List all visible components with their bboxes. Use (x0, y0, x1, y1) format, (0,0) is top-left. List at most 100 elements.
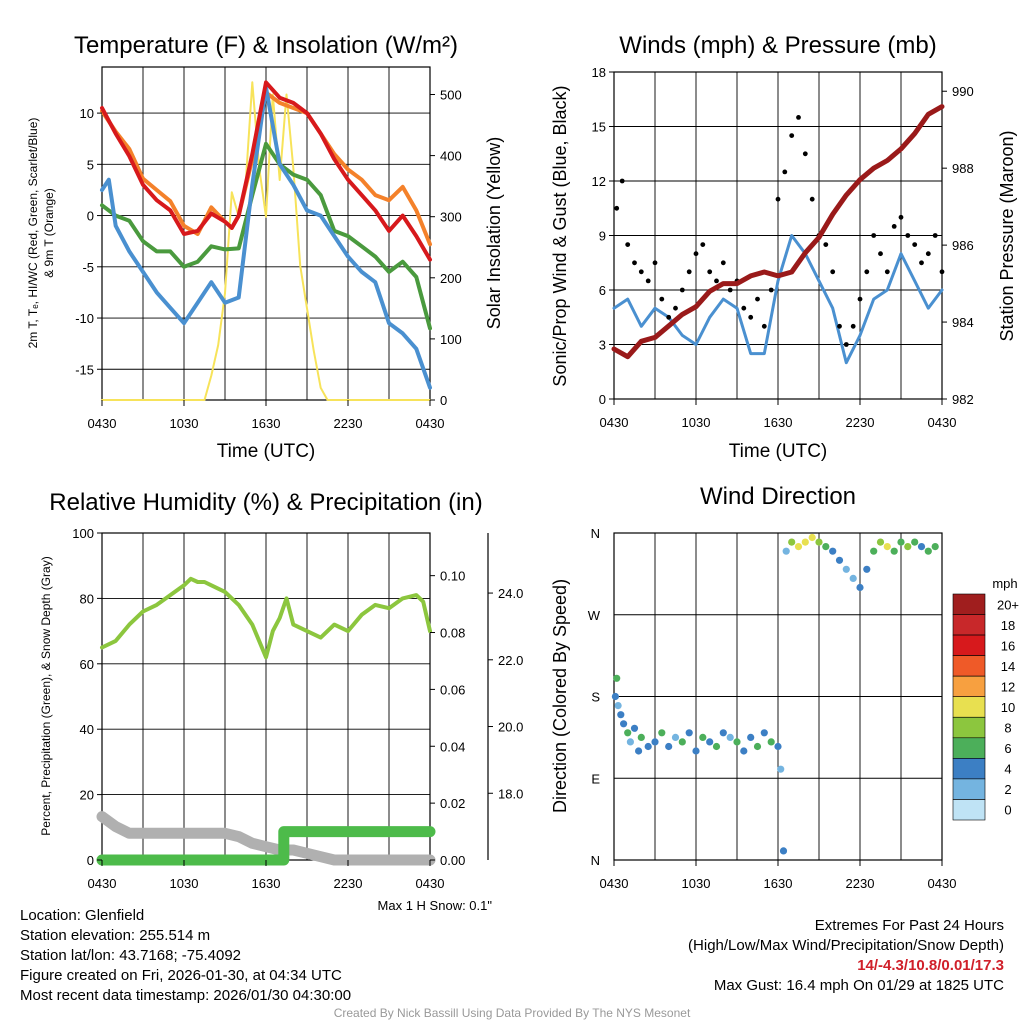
gust-point (891, 224, 897, 229)
temperature-xlabel: Time (UTC) (217, 441, 316, 462)
direction-point (630, 724, 639, 732)
direction-point (624, 729, 632, 737)
colorbar-label: 10 (1001, 700, 1015, 715)
humidity-left-ytick-label: 60 (80, 657, 94, 672)
direction-ytick-label: N (591, 853, 600, 868)
humidity-precip-ytick-label: 0.06 (440, 682, 465, 697)
direction-point (924, 547, 932, 555)
humidity-precip-ytick-label: 0.08 (440, 626, 465, 641)
direction-xtick-label: 1630 (764, 876, 793, 891)
winds-right-ytick-label: 986 (952, 238, 974, 253)
gust-point (768, 287, 774, 293)
winds-panel: Winds (mph) & Pressure (mb) 0430 1030 1630… (550, 32, 1017, 462)
gust-point (932, 233, 938, 238)
humidity-snow-ytick-label: 22.0 (498, 653, 523, 668)
winds-right-ytick-label: 984 (952, 315, 974, 330)
direction-point (699, 733, 707, 742)
max-snow-note: Max 1 H Snow: 0.1" (378, 898, 493, 913)
gust-point (761, 323, 767, 329)
direction-point (626, 738, 635, 746)
winds-left-ytick-label: 9 (599, 229, 606, 244)
direction-ylabel-left: Direction (Colored By Speed) (550, 579, 570, 813)
winds-left-ytick-label: 0 (599, 392, 606, 407)
gust-point (659, 296, 665, 302)
direction-point (685, 729, 693, 737)
humidity-title: Relative Humidity (%) & Precipitation (i… (49, 489, 482, 516)
station-info: Location: Glenfield Station elevation: 2… (20, 906, 351, 1006)
temperature-series (100, 80, 432, 401)
winds-right-ytick-label: 988 (952, 161, 974, 176)
temperature-right-ytick-label: 100 (440, 332, 462, 347)
temperature-left-ytick-label: 0 (87, 209, 94, 224)
humidity-precip-ytick-label: 0.04 (440, 739, 465, 754)
gust-point (625, 242, 631, 248)
direction-point (614, 702, 622, 710)
direction-point (613, 674, 621, 682)
station-elevation: Station elevation: 255.514 m (20, 927, 211, 944)
colorbar-label: 8 (1004, 721, 1011, 736)
humidity-series-snow-depth (96, 811, 436, 866)
extremes-values: 14/-4.3/10.8/0.01/17.3 (857, 957, 1004, 974)
gust-point (652, 260, 658, 266)
gust-point (619, 178, 625, 184)
winds-xtick-label: 0430 (600, 415, 629, 430)
gust-point (693, 251, 699, 257)
direction-point (842, 565, 850, 573)
gust-point (720, 260, 726, 266)
winds-xlabel: Time (UTC) (729, 441, 828, 462)
colorbar-label: 18 (1001, 618, 1015, 633)
colorbar-label: 14 (1001, 659, 1015, 674)
winds-xtick-label: 1630 (764, 415, 793, 430)
humidity-snow-ytick-label: 24.0 (498, 586, 523, 601)
gust-point (802, 151, 808, 157)
humidity-xtick-label: 2230 (334, 876, 363, 891)
humidity-left-ytick-label: 0 (87, 853, 94, 868)
colorbar-label: 12 (1001, 680, 1015, 695)
humidity-precip-ytick-label: 0.10 (440, 569, 465, 584)
temperature-right-ytick-label: 400 (440, 149, 462, 164)
gust-point (673, 305, 678, 311)
station-latlon: Station lat/lon: 43.7168; -75.4092 (20, 947, 242, 964)
direction-point (767, 738, 775, 746)
winds-series-station-pressure (611, 104, 945, 360)
colorbar-swatch (952, 593, 986, 615)
extremes-title: Extremes For Past 24 Hours (814, 917, 1004, 934)
winds-series (611, 104, 945, 365)
direction-ytick-label: S (591, 690, 600, 705)
gust-point (714, 278, 719, 284)
direction-xtick-label: 2230 (846, 876, 875, 891)
temperature-right-ytick-label: 500 (440, 87, 462, 102)
temperature-left-ytick-label: -15 (75, 362, 94, 377)
direction-point (815, 538, 823, 546)
direction-point (897, 538, 905, 546)
gust-point (837, 323, 842, 329)
gust-point (789, 133, 795, 139)
temperature-xtick-label: 0430 (416, 416, 445, 431)
direction-point (788, 538, 796, 546)
gust-point (919, 260, 924, 266)
direction-point (835, 556, 844, 564)
direction-xtick-label: 0430 (928, 876, 957, 891)
temperature-left-ytick-label: -5 (82, 260, 94, 275)
humidity-ylabel-left: Percent, Precipitation (Green), & Snow D… (39, 556, 53, 835)
humidity-series (96, 576, 436, 866)
gust-point (638, 269, 644, 275)
gust-point (707, 269, 713, 275)
gust-point (898, 214, 904, 220)
direction-ytick-label: E (591, 771, 600, 786)
direction-point (712, 742, 721, 751)
direction-point (726, 733, 734, 742)
gust-point (679, 287, 685, 293)
gust-point (823, 242, 829, 248)
max-gust: Max Gust: 16.4 mph On 01/29 at 1825 UTC (713, 977, 1004, 994)
humidity-grid (101, 532, 431, 861)
direction-point (635, 747, 643, 755)
humidity-left-ytick-label: 80 (80, 591, 94, 606)
temperature-right-ytick-label: 300 (440, 210, 462, 225)
credit-line: Created By Nick Bassill Using Data Provi… (333, 1006, 691, 1020)
direction-title: Wind Direction (700, 483, 856, 510)
gust-point (775, 196, 781, 202)
direction-point (692, 747, 700, 755)
